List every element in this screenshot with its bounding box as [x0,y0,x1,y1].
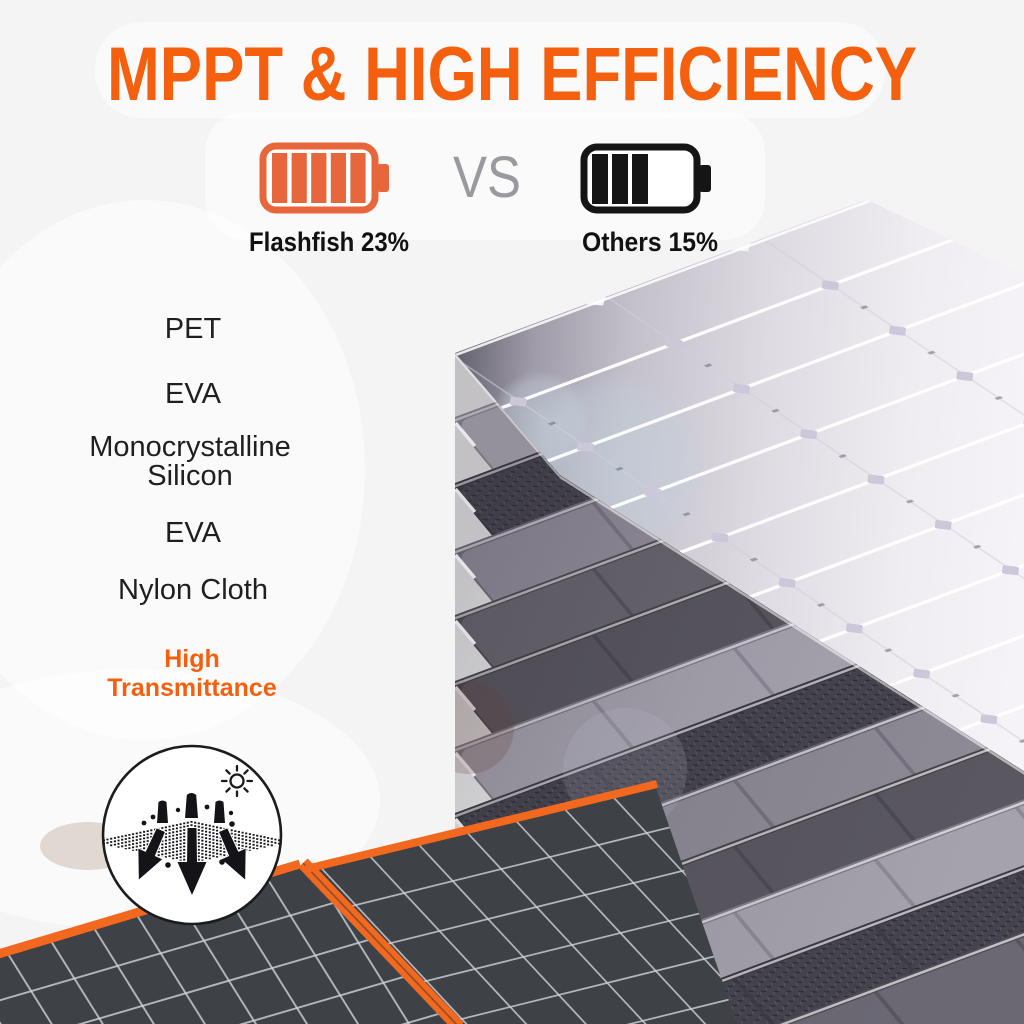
svg-text:Monocrystalline: Monocrystalline [89,431,290,463]
svg-text:High: High [164,645,220,673]
svg-text:PET: PET [165,313,222,345]
svg-text:Nylon Cloth: Nylon Cloth [118,574,268,606]
svg-text:VS: VS [453,145,521,210]
svg-text:Silicon: Silicon [147,460,232,492]
svg-text:Others 15%: Others 15% [582,227,718,257]
svg-text:Flashfish 23%: Flashfish 23% [249,227,409,257]
svg-text:EVA: EVA [165,517,222,549]
svg-text:MPPT & HIGH EFFICIENCY: MPPT & HIGH EFFICIENCY [107,32,917,117]
svg-text:Transmittance: Transmittance [107,674,277,702]
svg-text:EVA: EVA [165,378,222,410]
